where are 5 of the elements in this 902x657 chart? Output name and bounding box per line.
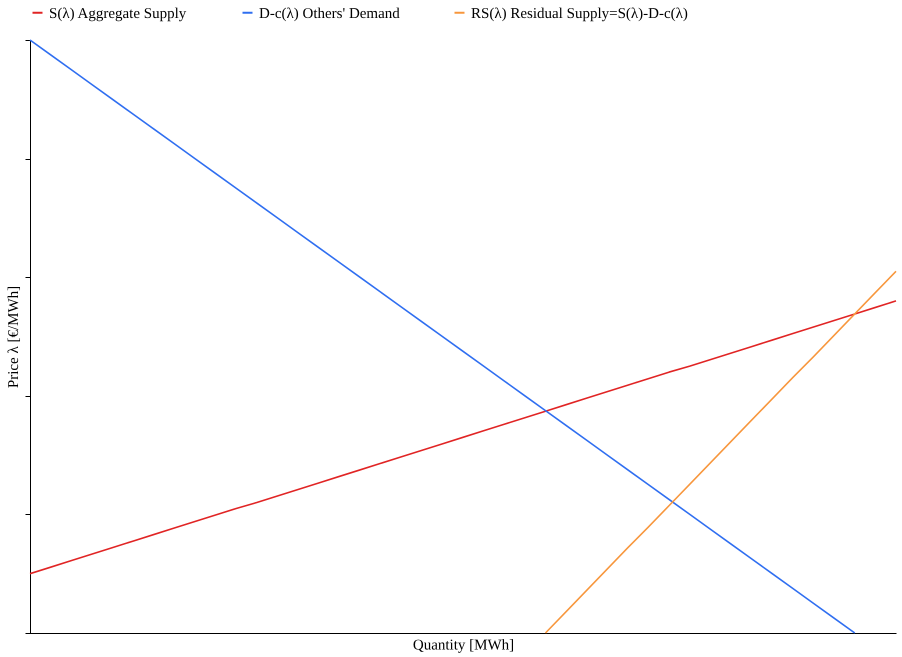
x-axis-title: Quantity [MWh] <box>412 638 514 654</box>
legend-label: RS(λ) Residual Supply=S(λ)-D-c(λ) <box>471 6 688 22</box>
legend-label: S(λ) Aggregate Supply <box>49 6 187 22</box>
legend-label: D-c(λ) Others' Demand <box>259 6 400 22</box>
y-axis-title: Price λ [€/MWh] <box>6 286 22 388</box>
